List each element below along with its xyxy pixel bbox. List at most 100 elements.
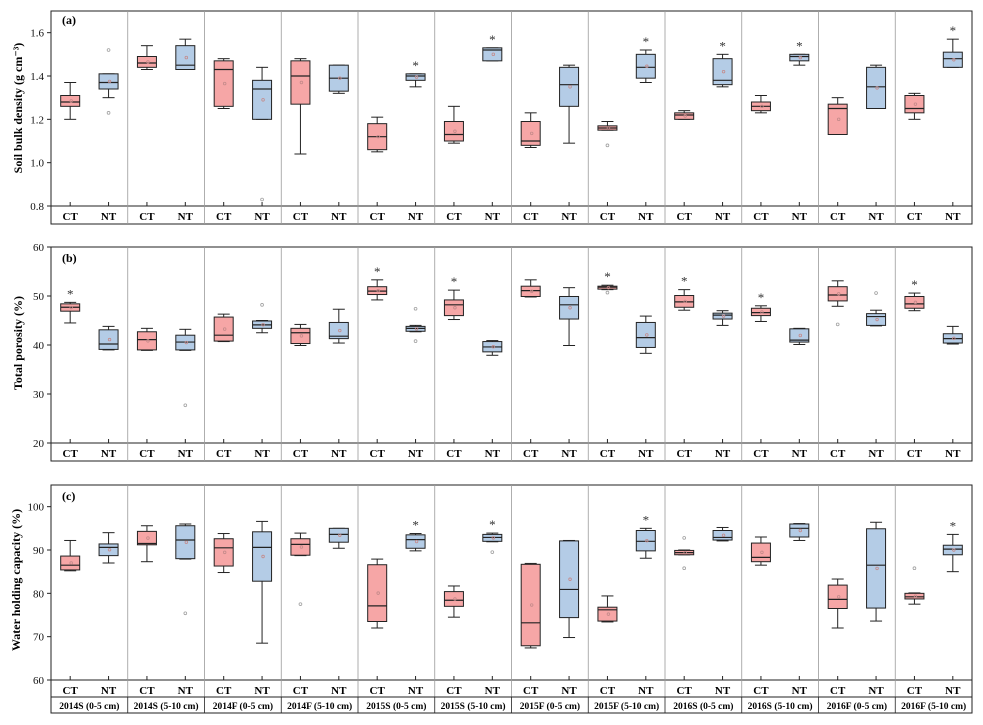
mean-point	[376, 134, 380, 139]
box-ct	[827, 280, 848, 327]
plot-area-a: 0.8 1.0 1.2 1.4 1.6 CT NT CT NT CT NT CT NT CT NT CT NT C…	[30, 10, 973, 225]
mean-point	[798, 55, 803, 60]
mean-point	[338, 76, 342, 80]
outlier-point	[912, 566, 917, 570]
box-nt	[559, 287, 580, 346]
box-ct	[520, 112, 541, 148]
box-ct	[750, 536, 771, 566]
box-ct: *	[750, 290, 771, 322]
treatment-label: NT	[254, 448, 270, 460]
plot-area-c: 60 70 80 90 100 CT NT CT NT CT NT CT NT CT NT CT NT CT NT C…	[28, 484, 973, 698]
treatment-label: CT	[830, 685, 846, 697]
mean-point	[721, 533, 726, 537]
treatment-label: NT	[485, 685, 501, 697]
panel-label: (a)	[62, 13, 76, 27]
box-nt	[252, 303, 273, 334]
group-label: 2014F (0-5 cm)	[213, 701, 273, 712]
mean-point	[913, 594, 918, 598]
mean-point	[491, 345, 496, 349]
treatment-label: NT	[715, 448, 731, 460]
treatment-label: CT	[139, 448, 155, 460]
treatment-label: NT	[561, 685, 577, 697]
treatment-label: CT	[677, 448, 693, 460]
mean-point	[875, 86, 879, 90]
outlier-point	[106, 111, 111, 115]
y-tick-label: 100	[28, 502, 45, 514]
box-nt: *	[789, 38, 810, 66]
box-ct: *	[597, 269, 618, 295]
box-nt: *	[712, 38, 733, 88]
box-ct	[520, 562, 541, 649]
y-tick-label: 50	[33, 291, 45, 303]
treatment-label: CT	[446, 685, 462, 697]
group-label: 2015S (0-5 cm)	[366, 701, 426, 712]
treatment-label: CT	[216, 685, 232, 697]
box-nt	[866, 64, 887, 110]
panel-a: (a) Soil bulk density (g cm⁻³) 0.8 1.0 1.2…	[11, 10, 973, 225]
mean-point	[798, 333, 803, 338]
significance-marker: *	[489, 32, 496, 47]
box-nt: *	[482, 32, 503, 62]
mean-point	[222, 550, 227, 555]
treatment-label: NT	[868, 685, 884, 697]
treatment-label: NT	[408, 211, 424, 223]
treatment-label: NT	[868, 448, 884, 460]
y-axis-label: Water holding capacity (%)	[9, 509, 23, 651]
box-ct	[136, 525, 157, 563]
mean-point	[414, 539, 419, 544]
outlier-point	[260, 197, 264, 202]
mean-point	[222, 81, 227, 86]
y-tick-label: 30	[33, 389, 45, 401]
treatment-label: CT	[677, 685, 693, 697]
mean-point	[606, 285, 611, 290]
mean-point	[491, 52, 496, 57]
mean-point	[146, 60, 150, 64]
y-tick-label: 1.0	[30, 158, 44, 170]
group-label: 2016F (0-5 cm)	[827, 701, 887, 712]
box-nt	[866, 521, 887, 622]
treatment-label: CT	[753, 448, 769, 460]
box-ct	[290, 532, 311, 606]
box-nt	[328, 64, 349, 94]
treatment-label: NT	[254, 685, 270, 697]
box-ct	[136, 327, 157, 351]
group-label: 2016S (5-10 cm)	[748, 701, 813, 712]
treatment-label: CT	[523, 685, 539, 697]
treatment-label: CT	[446, 448, 462, 460]
box-ct	[367, 558, 388, 629]
mean-point	[107, 337, 112, 342]
significance-marker: *	[911, 277, 918, 292]
box-nt	[98, 532, 119, 564]
significance-marker: *	[758, 290, 765, 305]
box-nt: *	[635, 512, 656, 559]
box-ct	[904, 92, 925, 120]
mean-point	[414, 327, 419, 331]
box-ct	[597, 121, 618, 148]
mean-point	[261, 322, 265, 327]
mean-point	[69, 99, 73, 103]
box-nt	[712, 526, 733, 542]
y-tick-label: 80	[33, 588, 45, 600]
mean-point	[721, 69, 726, 74]
box-nt	[405, 306, 426, 343]
significance-marker: *	[412, 518, 419, 533]
box-ct: *	[60, 286, 81, 324]
treatment-label: CT	[446, 211, 462, 223]
box-nt	[175, 523, 196, 616]
treatment-label: NT	[715, 211, 731, 223]
y-tick-label: 1.2	[30, 114, 44, 126]
mean-point	[683, 299, 687, 304]
treatment-label: CT	[63, 211, 79, 223]
treatment-label: CT	[139, 685, 155, 697]
mean-point	[836, 117, 841, 122]
box-ct	[136, 45, 157, 70]
box-nt	[712, 310, 733, 326]
significance-marker: *	[643, 34, 650, 49]
treatment-label: CT	[907, 685, 923, 697]
box-ct: *	[443, 274, 464, 321]
mean-point	[568, 306, 572, 310]
mean-point	[875, 566, 879, 571]
treatment-label: CT	[907, 448, 923, 460]
significance-marker: *	[412, 58, 419, 73]
